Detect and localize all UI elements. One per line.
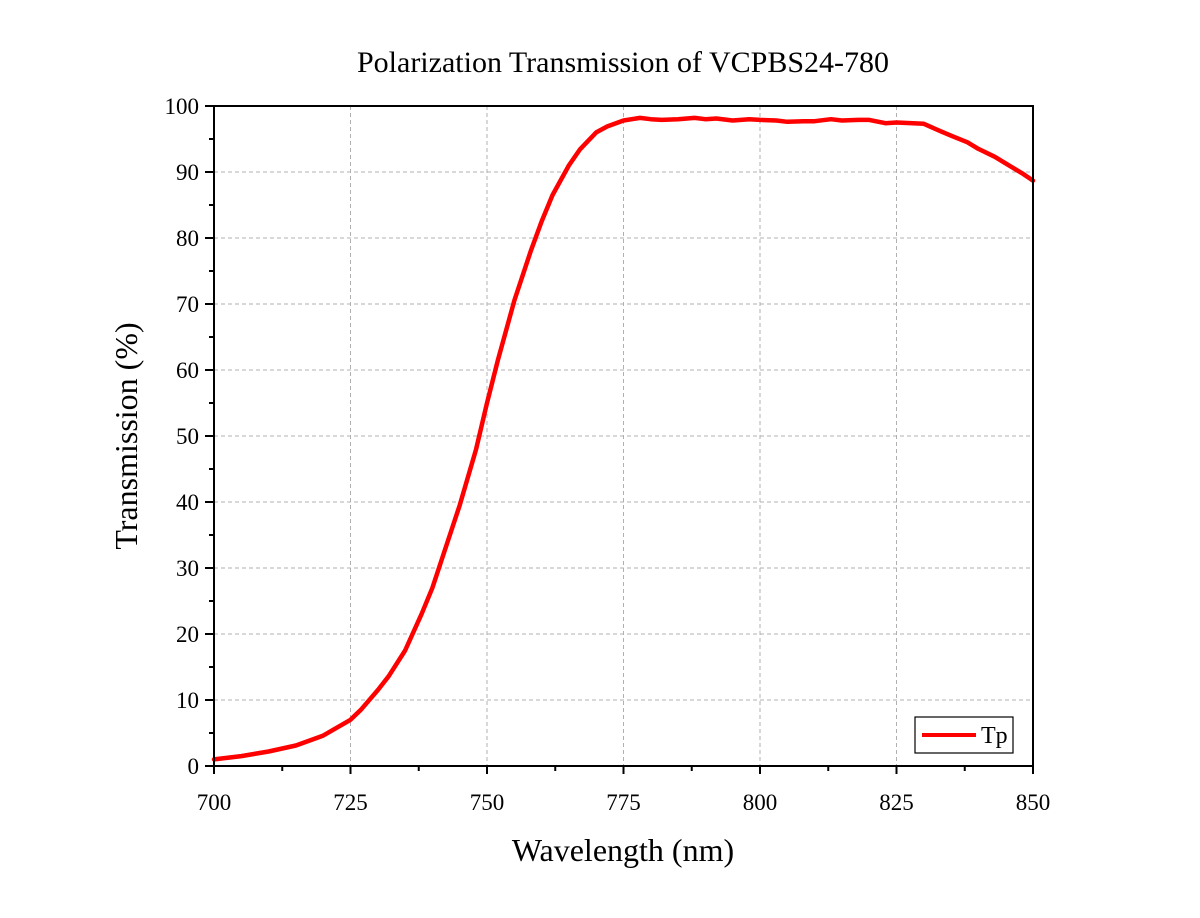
x-tick-label: 750 — [470, 790, 505, 815]
y-tick-label: 40 — [176, 490, 199, 515]
x-axis-label: Wavelength (nm) — [512, 832, 734, 868]
y-tick-label: 30 — [176, 556, 199, 581]
series-layer — [211, 115, 1036, 762]
series-line-tp — [211, 115, 1036, 762]
x-tick-label: 775 — [606, 790, 641, 815]
y-tick-label: 20 — [176, 622, 199, 647]
y-axis-label: Transmission (%) — [108, 322, 144, 549]
x-tick-label: 800 — [743, 790, 778, 815]
grid — [214, 106, 1033, 766]
y-tick-label: 100 — [165, 94, 200, 119]
x-tick-label: 725 — [333, 790, 368, 815]
x-tick-label: 850 — [1016, 790, 1051, 815]
y-tick-label: 80 — [176, 226, 199, 251]
y-tick-label: 0 — [188, 754, 200, 779]
ticks: 700 725 750 775 800 825 850 0 10 20 30 40 50 60 70 80 90… — [165, 94, 1051, 815]
y-tick-label: 70 — [176, 292, 199, 317]
y-tick-label: 90 — [176, 160, 199, 185]
y-tick-label: 60 — [176, 358, 199, 383]
chart-title: Polarization Transmission of VCPBS24-780 — [357, 46, 889, 79]
y-tick-label: 50 — [176, 424, 199, 449]
y-tick-label: 10 — [176, 688, 199, 713]
x-tick-label: 700 — [197, 790, 232, 815]
legend: Tp — [914, 716, 1014, 754]
x-tick-label: 825 — [879, 790, 914, 815]
legend-label-tp: Tp — [981, 723, 1008, 749]
